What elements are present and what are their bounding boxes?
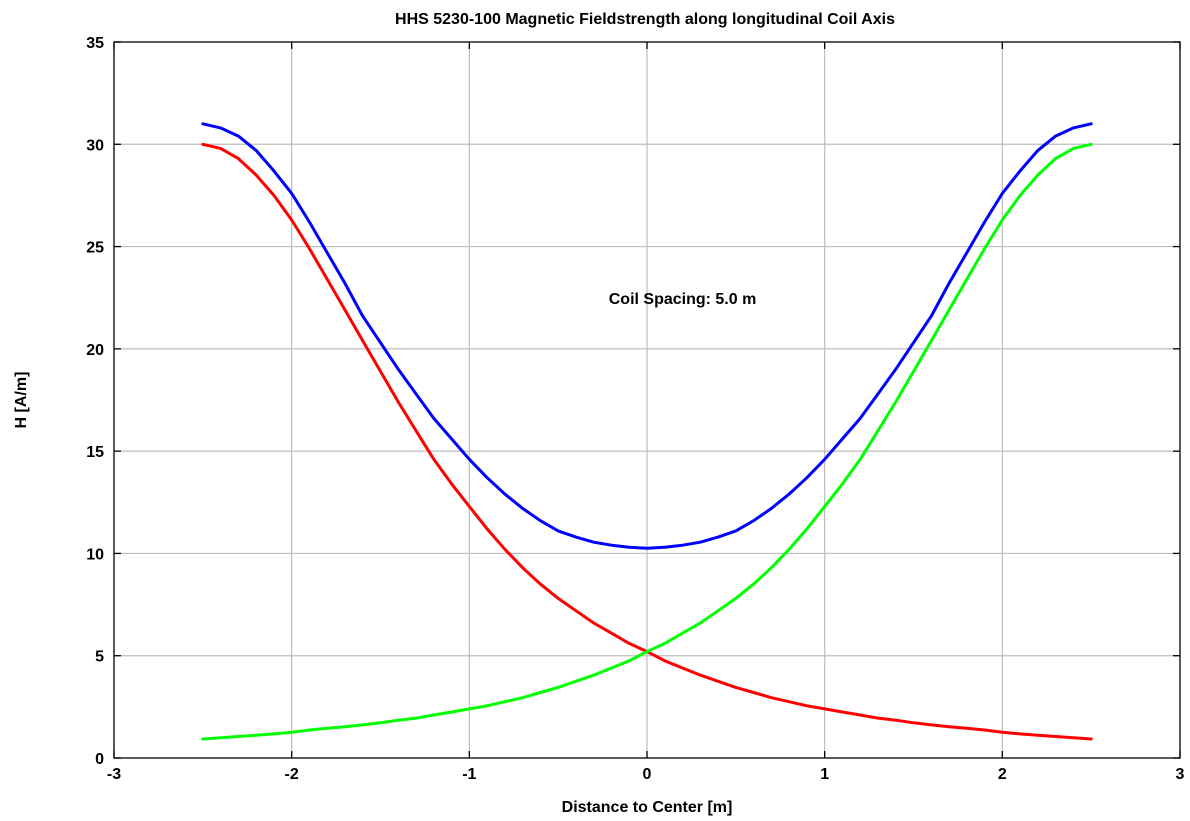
- y-tick-label: 5: [95, 649, 104, 666]
- y-axis-label: H [A/m]: [13, 372, 30, 429]
- coil-spacing-annotation: Coil Spacing: 5.0 m: [609, 291, 757, 308]
- x-tick-label: 3: [1176, 766, 1185, 783]
- x-tick-label: 2: [998, 766, 1007, 783]
- series-lines: [201, 122, 1093, 741]
- x-tick-label: -2: [285, 766, 299, 783]
- x-tick-label: -1: [462, 766, 476, 783]
- grid: [114, 42, 1180, 758]
- x-tick-label: 1: [820, 766, 829, 783]
- y-tick-label: 25: [86, 240, 104, 257]
- series-line-1: [201, 122, 1093, 550]
- y-tick-label: 0: [95, 751, 104, 768]
- y-tick-label: 10: [86, 546, 104, 563]
- x-tick-label: -3: [107, 766, 121, 783]
- y-tick-label: 15: [86, 444, 104, 461]
- y-tick-label: 30: [86, 137, 104, 154]
- plot-frame: [113, 41, 1181, 759]
- series-line-3: [201, 142, 1093, 741]
- y-tick-label: 35: [86, 35, 104, 52]
- chart-title: HHS 5230-100 Magnetic Fieldstrength alon…: [395, 11, 895, 28]
- x-tick-label: 0: [643, 766, 652, 783]
- y-tick-label: 20: [86, 342, 104, 359]
- x-axis-label: Distance to Center [m]: [562, 799, 733, 816]
